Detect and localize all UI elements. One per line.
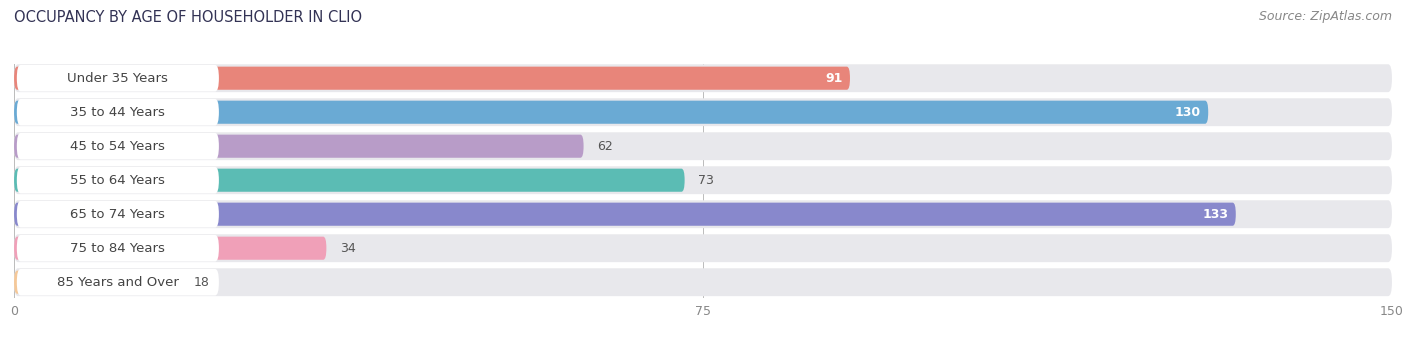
FancyBboxPatch shape — [14, 64, 1392, 92]
Text: 75 to 84 Years: 75 to 84 Years — [70, 242, 166, 255]
FancyBboxPatch shape — [14, 271, 180, 294]
Text: OCCUPANCY BY AGE OF HOUSEHOLDER IN CLIO: OCCUPANCY BY AGE OF HOUSEHOLDER IN CLIO — [14, 10, 363, 25]
FancyBboxPatch shape — [14, 67, 851, 90]
FancyBboxPatch shape — [17, 167, 219, 193]
FancyBboxPatch shape — [14, 101, 1208, 124]
FancyBboxPatch shape — [17, 235, 219, 261]
FancyBboxPatch shape — [14, 166, 1392, 194]
FancyBboxPatch shape — [14, 237, 326, 260]
Text: 85 Years and Over: 85 Years and Over — [56, 276, 179, 289]
Text: 45 to 54 Years: 45 to 54 Years — [70, 140, 166, 153]
Text: 91: 91 — [825, 72, 842, 85]
Text: 130: 130 — [1175, 106, 1201, 119]
FancyBboxPatch shape — [17, 99, 219, 125]
FancyBboxPatch shape — [14, 268, 1392, 296]
FancyBboxPatch shape — [14, 200, 1392, 228]
Text: 55 to 64 Years: 55 to 64 Years — [70, 174, 166, 187]
Text: Source: ZipAtlas.com: Source: ZipAtlas.com — [1258, 10, 1392, 23]
FancyBboxPatch shape — [17, 269, 219, 295]
FancyBboxPatch shape — [17, 133, 219, 159]
FancyBboxPatch shape — [17, 65, 219, 91]
FancyBboxPatch shape — [14, 234, 1392, 262]
FancyBboxPatch shape — [14, 169, 685, 192]
FancyBboxPatch shape — [14, 203, 1236, 226]
Text: 65 to 74 Years: 65 to 74 Years — [70, 208, 166, 221]
FancyBboxPatch shape — [14, 98, 1392, 126]
Text: Under 35 Years: Under 35 Years — [67, 72, 169, 85]
Text: 34: 34 — [340, 242, 356, 255]
Text: 18: 18 — [193, 276, 209, 289]
Text: 62: 62 — [598, 140, 613, 153]
Text: 73: 73 — [699, 174, 714, 187]
FancyBboxPatch shape — [17, 201, 219, 227]
FancyBboxPatch shape — [14, 135, 583, 158]
FancyBboxPatch shape — [14, 132, 1392, 160]
Text: 133: 133 — [1202, 208, 1229, 221]
Text: 35 to 44 Years: 35 to 44 Years — [70, 106, 166, 119]
